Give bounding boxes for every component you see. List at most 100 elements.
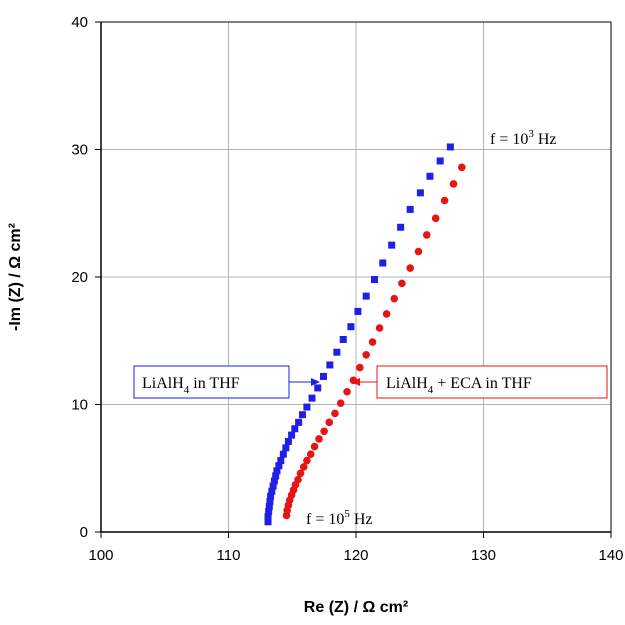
data-point-square [265, 508, 273, 516]
freq-top-prefix: f = 10 [490, 131, 528, 148]
freq-bottom-unit: Hz [350, 511, 373, 528]
data-point-square [270, 477, 278, 485]
data-point-square [379, 259, 387, 267]
x-tick-label: 130 [471, 547, 496, 564]
ticks: 100 110 120 130 140 0 10 20 30 40 [71, 14, 623, 564]
x-tick-label: 110 [217, 547, 241, 564]
data-point-circle [382, 310, 391, 318]
freq-bottom-exponent: 5 [344, 508, 350, 520]
data-point-square [275, 462, 283, 470]
data-point-square [347, 323, 355, 331]
data-point-circle [362, 350, 371, 359]
data-point-circle [331, 409, 339, 418]
x-tick-label: 140 [598, 547, 623, 564]
data-point-circle [315, 435, 323, 443]
data-point-square [339, 335, 347, 343]
x-tick-label: 100 [88, 547, 113, 564]
data-point-circle [431, 214, 440, 223]
data-point-square [295, 418, 303, 426]
data-point-circle [299, 463, 308, 471]
data-points [264, 143, 466, 526]
legend-arrowhead-blue [311, 378, 320, 386]
data-point-square [272, 472, 280, 480]
legend-red-rest: + ECA in THF [433, 375, 532, 392]
data-point-square [288, 431, 296, 439]
series-lialh4-thf [264, 143, 454, 526]
freq-annotation-top: f = 103 Hz [490, 128, 557, 148]
data-point-square [397, 223, 405, 231]
data-point-square [265, 503, 273, 510]
gridlines [101, 22, 611, 532]
data-point-circle [422, 231, 431, 239]
data-point-square [446, 143, 454, 151]
data-point-square [354, 307, 362, 315]
data-point-square [303, 403, 311, 411]
data-point-circle [458, 163, 466, 172]
data-point-square [284, 437, 292, 445]
data-point-circle [406, 264, 414, 272]
data-point-square [416, 189, 424, 197]
data-point-square [277, 457, 285, 465]
data-point-square [291, 425, 299, 433]
x-axis-title: Re (Z) / Ω cm² [304, 599, 408, 616]
data-point-circle [414, 247, 423, 256]
data-point-circle [398, 279, 406, 288]
legend-label-red: LiAlH4 + ECA in THF [386, 375, 532, 396]
data-point-square [273, 467, 281, 475]
data-point-circle [375, 324, 384, 332]
data-point-circle [296, 469, 305, 478]
data-point-square [269, 482, 277, 490]
legend-red-main: LiAlH [386, 375, 428, 392]
data-point-circle [325, 418, 334, 427]
data-point-square [264, 513, 272, 521]
data-point-square [406, 205, 414, 213]
legend-arrowhead-red [351, 378, 360, 386]
legend-label-blue: LiAlH4 in THF [142, 375, 240, 396]
legend-blue-rest: in THF [189, 375, 239, 392]
data-point-circle [336, 399, 345, 408]
freq-bottom-prefix: f = 10 [306, 511, 344, 528]
data-point-circle [390, 294, 399, 303]
data-point-square [370, 276, 378, 284]
legend-red-sub: 4 [428, 384, 434, 396]
data-point-square [298, 411, 306, 419]
data-point-square [326, 361, 334, 369]
legend-blue-sub: 4 [184, 384, 190, 396]
freq-annotation-bottom: f = 105 Hz [306, 508, 373, 528]
y-tick-label: 40 [71, 14, 88, 31]
data-point-circle [303, 456, 311, 465]
y-tick-label: 20 [71, 269, 88, 286]
data-point-square [436, 157, 444, 165]
data-point-circle [356, 363, 364, 372]
y-tick-label: 30 [71, 142, 88, 159]
data-point-square [279, 450, 287, 458]
data-point-square [388, 241, 396, 249]
data-point-circle [294, 475, 302, 484]
data-point-circle [368, 338, 377, 346]
data-point-square [426, 172, 434, 180]
data-point-square [308, 394, 316, 402]
y-axis-title: -Im (Z) / Ω cm² [7, 223, 24, 331]
data-point-square [282, 444, 290, 452]
freq-top-exponent: 3 [528, 128, 534, 140]
y-tick-label: 10 [71, 397, 88, 414]
data-point-square [266, 497, 274, 505]
x-tick-label: 120 [343, 547, 368, 564]
data-point-square [264, 518, 272, 526]
data-point-square [362, 292, 370, 300]
data-point-square [319, 372, 327, 380]
data-point-circle [440, 196, 449, 205]
data-point-circle [310, 442, 319, 451]
y-tick-label: 0 [80, 524, 88, 541]
legend-blue-main: LiAlH [142, 375, 184, 392]
data-point-circle [320, 427, 328, 436]
freq-top-unit: Hz [534, 131, 557, 148]
legend-box-blue [133, 365, 290, 399]
data-point-circle [449, 180, 458, 188]
data-point-square [268, 487, 276, 495]
data-point-circle [343, 387, 351, 396]
data-point-square [267, 492, 275, 500]
data-point-square [314, 384, 322, 392]
data-point-square [333, 348, 341, 356]
